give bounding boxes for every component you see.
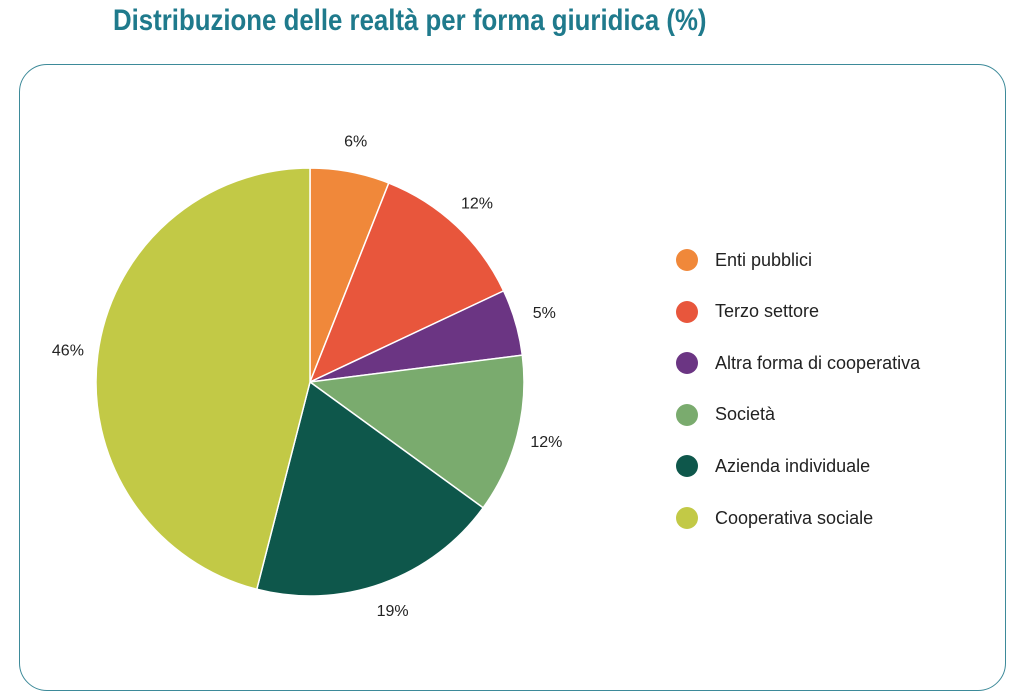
slice-label-azienda-individuale: 19%: [377, 603, 409, 620]
slice-label-societa: 12%: [530, 434, 562, 451]
pie-slice-cooperativa-sociale: [95, 167, 311, 591]
legend-item-altra-forma-di-cooperativa: Altra forma di cooperativa: [676, 349, 920, 377]
slice-label-terzo-settore: 12%: [461, 195, 493, 212]
legend-swatch: [676, 455, 698, 478]
legend-swatch: [676, 403, 698, 426]
legend-swatch: [676, 249, 698, 271]
legend-label: Altra forma di cooperativa: [715, 352, 921, 373]
legend-swatch: [676, 507, 698, 529]
legend-item-azienda-individuale: Azienda individuale: [676, 452, 870, 480]
slice-label-cooperativa-sociale: 46%: [52, 343, 84, 360]
legend-label: Cooperativa sociale: [715, 507, 874, 528]
legend-item-terzo-settore: Terzo settore: [676, 298, 819, 326]
legend-label: Società: [715, 404, 776, 425]
legend-swatch: [676, 352, 698, 375]
pie-slice-terzo-settore: [308, 182, 505, 384]
chart-title: Distribuzione delle realtà per forma giu…: [113, 4, 707, 37]
pie-slice-societa: [308, 354, 525, 509]
pie-slice-azienda-individuale: [255, 380, 485, 597]
legend-swatch: [676, 300, 698, 323]
legend-item-enti-pubblici: Enti pubblici: [676, 246, 812, 274]
legend-label: Enti pubblici: [715, 249, 813, 270]
chart-frame: [19, 64, 1006, 691]
slice-label-altra-forma-di-cooperativa: 5%: [533, 305, 556, 322]
legend-label: Azienda individuale: [715, 455, 871, 476]
slice-label-enti-pubblici: 6%: [344, 134, 367, 151]
legend-label: Terzo settore: [715, 301, 820, 322]
legend-item-societa: Società: [676, 401, 775, 429]
legend-item-cooperativa-sociale: Cooperativa sociale: [676, 504, 873, 532]
